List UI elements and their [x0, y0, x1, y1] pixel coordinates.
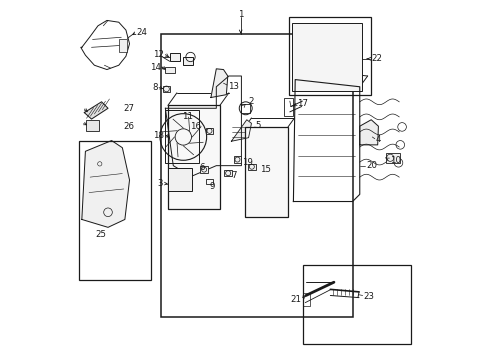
- Bar: [79, 140, 151, 280]
- Text: 6: 6: [199, 163, 205, 172]
- Bar: [163, 86, 171, 92]
- Text: 5: 5: [256, 121, 261, 130]
- Bar: [161, 34, 353, 317]
- Text: 10: 10: [390, 156, 401, 165]
- Text: 3: 3: [157, 179, 163, 188]
- Text: 4: 4: [375, 135, 381, 144]
- Polygon shape: [360, 120, 378, 145]
- Text: 27: 27: [124, 104, 135, 113]
- Bar: [386, 153, 400, 163]
- Bar: [168, 105, 220, 210]
- Bar: [170, 53, 180, 61]
- Text: 25: 25: [96, 230, 106, 239]
- Text: 1: 1: [238, 10, 244, 19]
- Polygon shape: [211, 69, 228, 98]
- Bar: [242, 104, 250, 113]
- Text: 13: 13: [228, 82, 239, 91]
- Text: 14: 14: [150, 63, 161, 72]
- Text: 9: 9: [210, 182, 215, 191]
- Bar: [205, 179, 214, 184]
- Text: 8: 8: [152, 83, 157, 92]
- Text: 20: 20: [366, 161, 377, 170]
- Polygon shape: [82, 140, 129, 227]
- Text: 12: 12: [153, 50, 164, 59]
- Bar: [168, 168, 192, 192]
- Text: 19: 19: [242, 158, 253, 167]
- Text: 22: 22: [371, 54, 382, 63]
- Bar: [200, 166, 208, 173]
- Text: 7: 7: [231, 171, 237, 180]
- Bar: [284, 98, 293, 116]
- Bar: [205, 128, 214, 134]
- Text: 17: 17: [297, 99, 308, 108]
- Text: 21: 21: [290, 294, 301, 303]
- Text: 16: 16: [190, 122, 201, 131]
- Bar: [120, 39, 127, 51]
- Bar: [245, 127, 288, 217]
- Bar: [87, 120, 99, 131]
- Text: 26: 26: [124, 122, 135, 131]
- Text: 15: 15: [260, 166, 271, 175]
- Text: 2: 2: [248, 97, 254, 106]
- Text: 18: 18: [153, 131, 164, 140]
- Bar: [183, 57, 194, 65]
- Bar: [166, 67, 175, 73]
- Bar: [166, 110, 199, 163]
- Bar: [303, 293, 310, 306]
- Text: 11: 11: [182, 112, 193, 121]
- Text: 24: 24: [137, 28, 147, 37]
- Bar: [234, 156, 242, 163]
- Bar: [303, 265, 411, 344]
- Polygon shape: [231, 120, 251, 141]
- Bar: [248, 163, 256, 170]
- Bar: [224, 170, 232, 176]
- Bar: [289, 17, 370, 95]
- Polygon shape: [84, 102, 108, 119]
- Bar: [293, 23, 362, 91]
- Text: 23: 23: [364, 292, 374, 301]
